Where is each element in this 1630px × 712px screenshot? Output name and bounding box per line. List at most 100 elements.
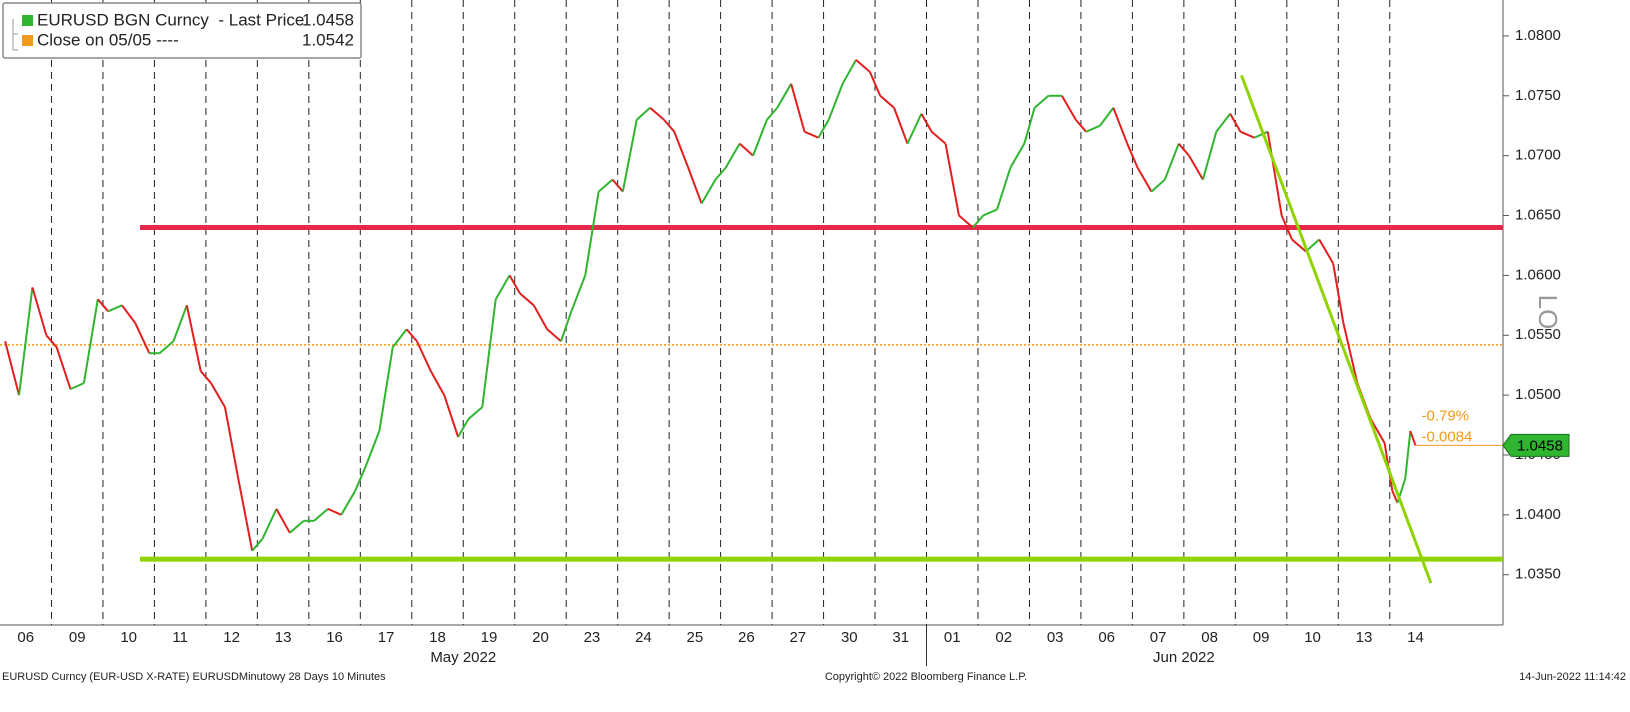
x-tick-label: 30 — [841, 629, 858, 646]
x-tick-label: 11 — [172, 629, 188, 646]
price-segment — [508, 274, 521, 294]
price-segment — [879, 95, 895, 109]
price-segment — [982, 208, 998, 217]
x-tick-label: 06 — [17, 629, 34, 646]
price-segment — [584, 191, 600, 276]
price-segment — [107, 304, 123, 313]
price-segment — [1023, 107, 1036, 144]
x-tick-label: 25 — [687, 629, 704, 646]
price-segment — [45, 334, 58, 348]
price-segment — [855, 59, 871, 73]
price-segment — [906, 113, 923, 145]
price-segment — [1229, 113, 1242, 133]
price-segment — [1409, 430, 1417, 446]
price-segment — [1085, 124, 1101, 133]
price-segment — [700, 179, 717, 205]
x-tick-label: 17 — [378, 629, 395, 646]
price-segment — [611, 178, 624, 193]
price-segment — [405, 328, 418, 342]
price-segment — [481, 299, 497, 408]
price-segment — [827, 83, 844, 121]
legend-box — [2, 2, 362, 59]
x-tick-label: 19 — [481, 629, 498, 646]
x-tick-label: 27 — [789, 629, 806, 646]
price-segment — [340, 490, 357, 516]
price-segment — [546, 328, 562, 342]
price-segment — [275, 508, 291, 534]
price-segment — [1318, 238, 1335, 264]
y-tick-label: 1.0550 — [1515, 326, 1561, 343]
price-segment — [972, 214, 984, 229]
x-tick-label: 12 — [223, 629, 240, 646]
footer-left: EURUSD Curncy (EUR-USD X-RATE) EURUSDMin… — [2, 671, 386, 683]
x-tick-label: 09 — [1253, 629, 1270, 646]
price-segment — [1075, 119, 1087, 133]
price-segment — [378, 347, 394, 432]
price-segment — [223, 406, 240, 480]
price-segment — [134, 322, 151, 354]
price-segment — [70, 382, 85, 391]
price-segment — [724, 143, 741, 169]
price-segment — [958, 214, 974, 229]
price-segment — [251, 538, 264, 552]
price-segment — [1033, 95, 1050, 109]
price-segment — [261, 508, 278, 540]
price-segment — [1163, 143, 1180, 180]
price-segment — [416, 340, 432, 372]
month-label: May 2022 — [430, 649, 496, 666]
price-segment — [817, 119, 830, 139]
legend-value: 1.0458 — [302, 10, 354, 29]
price-segment — [931, 130, 947, 145]
price-segment — [82, 299, 99, 384]
price-segment — [1099, 107, 1115, 127]
price-segment — [752, 119, 768, 157]
price-segment — [570, 275, 587, 312]
y-tick-label: 1.0750 — [1515, 87, 1561, 104]
axis-annotation: LO — [1533, 295, 1563, 330]
x-tick-label: 13 — [1356, 629, 1373, 646]
price-segment — [1150, 178, 1166, 193]
price-segment — [158, 340, 175, 354]
price-segment — [289, 520, 305, 534]
price-segment — [621, 119, 638, 192]
price-segment — [313, 508, 329, 522]
price-segment — [364, 430, 381, 468]
price-segment — [649, 107, 665, 121]
price-segment — [31, 287, 48, 336]
price-segment — [687, 167, 703, 204]
price-segment — [636, 107, 651, 121]
price-segment — [237, 478, 254, 551]
x-tick-label: 14 — [1407, 629, 1424, 646]
price-segment — [944, 143, 960, 216]
trendline — [1240, 74, 1433, 584]
price-segment — [1201, 131, 1218, 180]
x-tick-label: 18 — [429, 629, 446, 646]
price-segment — [354, 466, 367, 492]
x-tick-label: 01 — [944, 629, 961, 646]
price-segment — [1291, 238, 1307, 253]
y-tick-label: 1.0800 — [1515, 27, 1561, 44]
price-segment — [199, 370, 212, 384]
y-tick-label: 1.0600 — [1515, 266, 1561, 283]
change-label: -0.0084 — [1421, 428, 1472, 445]
price-segment — [121, 304, 137, 324]
price-segment — [1126, 143, 1139, 169]
price-segment — [519, 292, 535, 307]
price-segment — [673, 131, 690, 168]
x-tick-label: 02 — [995, 629, 1012, 646]
x-tick-label: 16 — [326, 629, 343, 646]
month-label: Jun 2022 — [1153, 649, 1215, 666]
legend-bracket — [12, 19, 18, 51]
price-segment — [766, 107, 778, 121]
footer-timestamp: 14-Jun-2022 11:14:42 — [1519, 671, 1626, 683]
y-tick-label: 1.0650 — [1515, 206, 1561, 223]
price-segment — [532, 304, 549, 330]
price-segment — [1280, 215, 1293, 240]
x-tick-label: 24 — [635, 629, 652, 646]
price-segment — [429, 370, 446, 396]
price-segment — [776, 83, 792, 109]
price-segment — [714, 166, 727, 181]
x-tick-label: 06 — [1098, 629, 1115, 646]
x-tick-label: 31 — [892, 629, 909, 646]
